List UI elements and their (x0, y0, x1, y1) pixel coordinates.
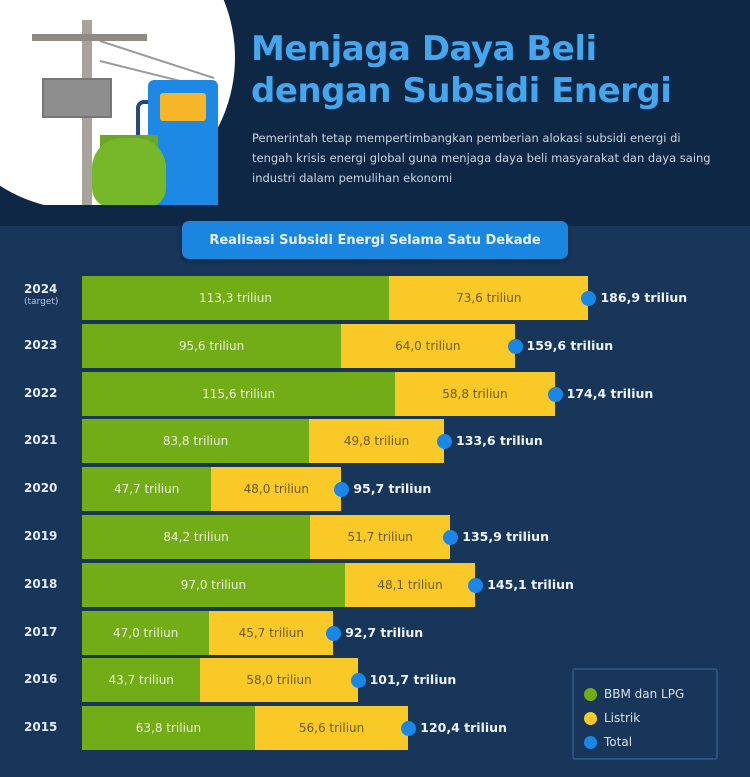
bar-segment-listrik: 48,0 triliun (211, 467, 342, 512)
bar-segment-bbm-lpg: 83,8 triliun (82, 419, 310, 464)
bar-segment-bbm-lpg: 63,8 triliun (82, 706, 255, 751)
fuel-pump-screen (160, 93, 206, 121)
legend: BBM dan LPG Listrik Total (572, 668, 718, 760)
bar-row: 2020 47,7 triliun 48,0 triliun 95,7 triliun (0, 467, 750, 512)
bar-row: 2015 63,8 triliun 56,6 triliun 120,4 triliu… (0, 706, 750, 751)
year-label: 2019 (24, 529, 58, 543)
page-title: Menjaga Daya Beli dengan Subsidi Energi (251, 28, 741, 112)
total-dot-icon (334, 482, 350, 498)
total-label: 92,7 triliun (345, 624, 424, 640)
bar-row: 2021 83,8 triliun 49,8 triliun 133,6 triliu… (0, 419, 750, 464)
total-dot-icon (507, 338, 523, 354)
total-dot-icon (443, 530, 459, 545)
bar-segment-bbm-lpg: 97,0 triliun (82, 562, 345, 607)
blue-dot-icon (584, 735, 597, 749)
stacked-bar: 47,7 triliun 48,0 triliun (82, 467, 342, 512)
green-dot-icon (584, 687, 597, 701)
total-dot-icon (401, 721, 417, 737)
total-label: 186,9 triliun (600, 290, 688, 305)
year-label: 2020 (24, 481, 58, 496)
bar-row: 2023 95,6 triliun 64,0 triliun 159,6 triliu… (0, 323, 750, 368)
stacked-bar-chart: 2024 (target) 113,3 triliun 73,6 triliun 186… (0, 276, 750, 776)
total-label: 120,4 triliun (420, 720, 507, 736)
bar-segment-listrik: 56,6 triliun (254, 706, 409, 751)
total-dot-icon (326, 625, 342, 641)
total-label: 145,1 triliun (487, 576, 574, 592)
chart-title-badge: Realisasi Subsidi Energi Selama Satu Dek… (182, 221, 568, 259)
bar-segment-listrik: 45,7 triliun (209, 610, 334, 655)
bar-row: 2016 43,7 triliun 58,0 triliun 101,7 triliu… (0, 658, 750, 703)
stacked-bar: 63,8 triliun 56,6 triliun (82, 706, 409, 751)
stacked-bar: 83,8 triliun 49,8 triliun (82, 419, 445, 464)
total-dot-icon (547, 386, 563, 402)
year-label: 2015 (24, 720, 58, 735)
total-dot-icon (581, 291, 597, 306)
bar-segment-bbm-lpg: 95,6 triliun (82, 323, 342, 368)
bar-segment-bbm-lpg: 47,0 triliun (82, 610, 210, 655)
bar-row: 2022 115,6 triliun 58,8 triliun 174,4 trili… (0, 371, 750, 416)
bar-segment-listrik: 73,6 triliun (389, 276, 589, 320)
bar-segment-listrik: 51,7 triliun (310, 515, 451, 559)
yellow-dot-icon (584, 711, 597, 725)
bar-segment-listrik: 64,0 triliun (341, 323, 515, 368)
pole-crossbar (32, 34, 147, 41)
lpg-cylinder-icon (92, 138, 166, 205)
total-label: 159,6 triliun (526, 337, 614, 353)
stacked-bar: 113,3 triliun 73,6 triliun (82, 276, 589, 320)
total-label: 95,7 triliun (353, 481, 432, 497)
stacked-bar: 84,2 triliun 51,7 triliun (82, 515, 451, 559)
year-label: 2021 (24, 433, 58, 448)
year-label: 2024 (target) (24, 282, 78, 307)
stacked-bar: 47,0 triliun 45,7 triliun (82, 610, 334, 655)
bar-segment-bbm-lpg: 43,7 triliun (82, 658, 201, 703)
header: Menjaga Daya Beli dengan Subsidi Energi … (0, 0, 750, 226)
year-label: 2016 (24, 672, 58, 687)
legend-item-listrik: Listrik (584, 706, 706, 730)
total-dot-icon (468, 577, 484, 593)
bar-segment-listrik: 49,8 triliun (309, 419, 445, 464)
bar-segment-bbm-lpg: 84,2 triliun (82, 515, 311, 559)
bar-segment-bbm-lpg: 113,3 triliun (82, 276, 390, 320)
title-line-2: dengan Subsidi Energi (251, 71, 672, 111)
bar-row: 2024 (target) 113,3 triliun 73,6 triliun 186… (0, 276, 750, 320)
bar-row: 2019 84,2 triliun 51,7 triliun 135,9 triliu… (0, 515, 750, 559)
legend-item-bbm: BBM dan LPG (584, 682, 706, 706)
year-label: 2023 (24, 337, 58, 352)
title-line-1: Menjaga Daya Beli (251, 29, 597, 69)
transformer-icon (42, 78, 112, 118)
description: Pemerintah tetap mempertimbangkan pember… (252, 131, 711, 185)
total-label: 101,7 triliun (369, 672, 457, 688)
total-label: 133,6 triliun (456, 433, 543, 449)
stacked-bar: 95,6 triliun 64,0 triliun (82, 323, 515, 368)
total-dot-icon (350, 673, 366, 689)
total-label: 174,4 triliun (566, 385, 654, 401)
energy-illustration (0, 0, 240, 205)
bar-row: 2018 97,0 triliun 48,1 triliun 145,1 triliu… (0, 562, 750, 607)
year-label: 2018 (24, 576, 58, 591)
stacked-bar: 43,7 triliun 58,0 triliun (82, 658, 358, 703)
bar-row: 2017 47,0 triliun 45,7 triliun 92,7 triliun (0, 610, 750, 655)
total-dot-icon (437, 434, 453, 450)
bar-segment-listrik: 58,8 triliun (395, 371, 555, 416)
year-label: 2022 (24, 385, 58, 400)
legend-item-total: Total (584, 730, 706, 754)
total-label: 135,9 triliun (462, 529, 549, 544)
year-sublabel: (target) (24, 297, 59, 307)
stacked-bar: 97,0 triliun 48,1 triliun (82, 562, 476, 607)
year-label: 2017 (24, 624, 58, 639)
bar-segment-bbm-lpg: 115,6 triliun (82, 371, 396, 416)
stacked-bar: 115,6 triliun 58,8 triliun (82, 371, 555, 416)
bar-segment-listrik: 58,0 triliun (200, 658, 358, 703)
bar-segment-bbm-lpg: 47,7 triliun (82, 467, 212, 512)
bar-segment-listrik: 48,1 triliun (344, 562, 476, 607)
